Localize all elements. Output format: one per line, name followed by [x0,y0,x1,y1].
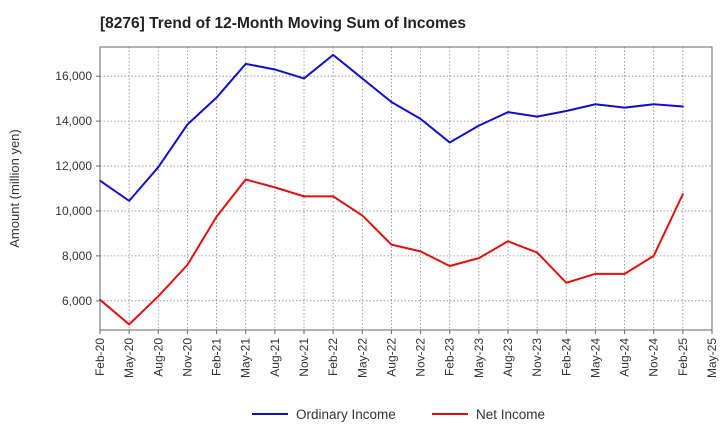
x-tick-label: Feb-22 [326,338,340,376]
x-tick-label: Aug-24 [618,338,632,377]
legend-label: Net Income [476,407,545,422]
y-tick-label: 12,000 [55,159,92,173]
x-tick-label: Aug-23 [501,338,515,377]
x-tick-label: May-24 [588,338,602,378]
x-tick-label: Nov-22 [414,338,428,377]
x-tick-label: Aug-22 [384,338,398,377]
x-tick-label: May-20 [122,338,136,378]
chart-title: [8276] Trend of 12-Month Moving Sum of I… [100,15,467,32]
x-tick-label: May-25 [705,338,719,378]
x-tick-label: Feb-20 [93,338,107,376]
y-tick-label: 6,000 [62,294,92,308]
x-tick-label: Aug-20 [151,338,165,377]
x-tick-label: Aug-21 [268,338,282,377]
plot-frame [99,46,713,331]
y-tick-label: 8,000 [62,249,92,263]
y-tick-label: 16,000 [55,69,92,83]
grid-layer [99,47,713,330]
x-tick-label: Nov-21 [297,338,311,377]
legend: Ordinary Income Net Income [252,407,545,422]
x-tick-label: Nov-24 [647,338,661,377]
x-tick-label: Feb-23 [443,338,457,376]
y-axis-ticks: 6,000 8,000 10,000 12,000 14,000 16,000 [55,69,100,308]
x-tick-label: Feb-21 [210,338,224,376]
x-tick-label: Feb-24 [559,338,573,376]
y-tick-label: 10,000 [55,204,92,218]
x-tick-label: Nov-23 [530,338,544,377]
x-tick-label: Feb-25 [676,338,690,376]
x-tick-label: May-22 [355,338,369,378]
y-tick-label: 14,000 [55,114,92,128]
x-tick-label: Nov-20 [180,338,194,377]
x-tick-label: May-23 [472,338,486,378]
legend-label: Ordinary Income [296,407,396,422]
y-axis-title: Amount (million yen) [7,129,22,248]
series-layer [99,53,684,326]
x-tick-label: May-21 [239,338,253,378]
x-axis-ticks: Feb-20 May-20 Aug-20 Nov-20 Feb-21 May-21 Aug-… [93,330,719,378]
